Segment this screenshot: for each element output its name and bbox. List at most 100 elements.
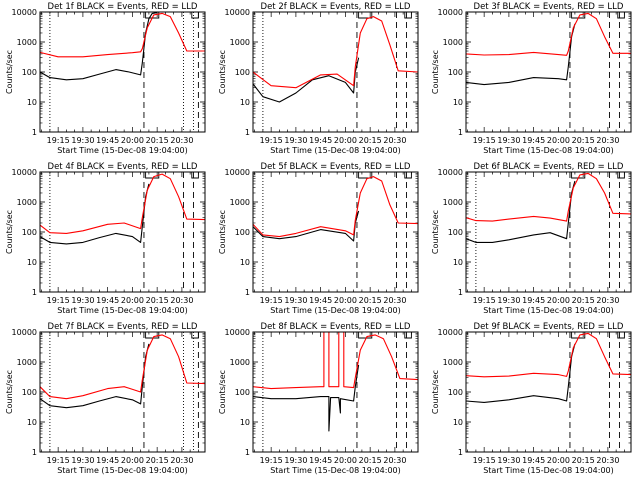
- det-5-ylabel: Counts/sec: [218, 210, 227, 254]
- det-2-xlabel: Start Time (15-Dec-08 19:04:00): [270, 146, 401, 155]
- det-9-panel: Det 9f BLACK = Events, RED = LLD Start Ti…: [431, 322, 632, 475]
- det-8-state-bracket: [358, 332, 373, 339]
- det-7-xtick-label: 20:30: [170, 456, 193, 465]
- det-5-ytick-label: 10000: [225, 168, 250, 177]
- det-2-ytick-label: 10: [240, 98, 250, 107]
- det-6-ylabel: Counts/sec: [431, 210, 440, 254]
- det-8-ytick-label: 1: [245, 448, 250, 457]
- det-1-plot-frame: [39, 11, 206, 133]
- det-4-events-line: [39, 183, 150, 245]
- det-5-state-bracket: [404, 172, 412, 179]
- det-3-plot-frame: [465, 11, 632, 133]
- det-5-ytick-label: 100: [235, 228, 250, 237]
- det-8-xtick-label: 19:15: [260, 456, 283, 465]
- det-2-xtick-label: 19:15: [260, 136, 283, 145]
- det-4-state-bracket: [191, 172, 199, 179]
- det-3-events-line: [465, 23, 576, 86]
- det-3-ytick-label: 10: [453, 98, 463, 107]
- det-6-xtick-label: 19:45: [522, 296, 545, 305]
- det-4-xtick-label: 19:30: [71, 296, 94, 305]
- det-7-ytick-label: 10: [27, 418, 37, 427]
- det-8-xtick-label: 19:45: [309, 456, 332, 465]
- det-5-ytick-label: 10: [240, 258, 250, 267]
- det-4-panel: Det 4f BLACK = Events, RED = LLD Start Ti…: [5, 162, 206, 315]
- det-3-ytick-label: 1000: [443, 38, 463, 47]
- det-9-xtick-label: 20:00: [547, 456, 570, 465]
- det-1-events-line: [39, 12, 158, 81]
- det-4-title: Det 4f BLACK = Events, RED = LLD: [48, 162, 198, 172]
- det-5-ytick-label: 1: [245, 288, 250, 297]
- det-3-state-bracket: [617, 12, 625, 19]
- det-2-xtick-label: 20:30: [383, 136, 406, 145]
- det-7-state-bracket: [191, 332, 199, 339]
- det-8-xtick-label: 20:00: [334, 456, 357, 465]
- det-1-panel: Det 1f BLACK = Events, RED = LLD Start Ti…: [5, 2, 206, 155]
- det-9-events-line: [465, 343, 576, 403]
- det-7-ytick-label: 1: [32, 448, 37, 457]
- det-1-xlabel: Start Time (15-Dec-08 19:04:00): [57, 146, 188, 155]
- det-4-xlabel: Start Time (15-Dec-08 19:04:00): [57, 306, 188, 315]
- det-2-ytick-label: 10000: [225, 8, 250, 17]
- det-6-title: Det 6f BLACK = Events, RED = LLD: [474, 162, 624, 172]
- det-7-plot-frame: [39, 331, 206, 453]
- det-7-title: Det 7f BLACK = Events, RED = LLD: [48, 322, 198, 332]
- det-4-xtick-label: 20:30: [170, 296, 193, 305]
- det-1-xtick-label: 20:30: [170, 136, 193, 145]
- det-4-ytick-label: 10000: [12, 168, 37, 177]
- det-9-xtick-label: 19:45: [522, 456, 545, 465]
- det-9-xtick-label: 20:30: [596, 456, 619, 465]
- det-2-ytick-label: 1: [245, 128, 250, 137]
- det-6-panel: Det 6f BLACK = Events, RED = LLD Start Ti…: [431, 162, 632, 315]
- det-1-lld-line: [39, 12, 205, 58]
- det-2-xtick-label: 19:30: [284, 136, 307, 145]
- det-7-ytick-label: 10000: [12, 328, 37, 337]
- det-7-ytick-label: 1000: [17, 358, 37, 367]
- det-6-xtick-label: 19:30: [497, 296, 520, 305]
- det-5-events-line: [252, 210, 360, 242]
- det-4-ytick-label: 10: [27, 258, 37, 267]
- det-1-xtick-label: 19:30: [71, 136, 94, 145]
- det-4-ytick-label: 100: [22, 228, 37, 237]
- det-2-ytick-label: 1000: [230, 38, 250, 47]
- det-7-xtick-label: 20:00: [121, 456, 144, 465]
- det-1-ytick-label: 1000: [17, 38, 37, 47]
- det-8-state-bracket: [404, 332, 412, 339]
- det-3-xtick-label: 20:00: [547, 136, 570, 145]
- det-5-xtick-label: 20:30: [383, 296, 406, 305]
- det-9-ytick-label: 1000: [443, 358, 463, 367]
- det-7-state-bracket: [145, 332, 160, 339]
- det-7-xtick-label: 20:15: [146, 456, 169, 465]
- det-8-ytick-label: 1000: [230, 358, 250, 367]
- det-1-xtick-label: 20:00: [121, 136, 144, 145]
- det-7-xlabel: Start Time (15-Dec-08 19:04:00): [57, 466, 188, 475]
- det-6-xtick-label: 19:15: [473, 296, 496, 305]
- det-1-title: Det 1f BLACK = Events, RED = LLD: [48, 2, 198, 12]
- det-9-xtick-label: 20:15: [572, 456, 595, 465]
- det-8-ytick-label: 10000: [225, 328, 250, 337]
- det-8-ylabel: Counts/sec: [218, 370, 227, 414]
- det-3-xtick-label: 20:30: [596, 136, 619, 145]
- det-6-ytick-label: 1: [458, 288, 463, 297]
- det-5-xtick-label: 20:15: [359, 296, 382, 305]
- det-7-xtick-label: 19:45: [96, 456, 119, 465]
- det-3-ytick-label: 1: [458, 128, 463, 137]
- det-8-xtick-label: 20:15: [359, 456, 382, 465]
- det-6-lld-line: [465, 172, 632, 222]
- det-5-plot-frame: [252, 171, 419, 293]
- det-5-lld-line: [252, 176, 419, 238]
- det-2-xtick-label: 19:45: [309, 136, 332, 145]
- det-8-lld-line: [252, 331, 419, 390]
- det-8-xtick-label: 19:30: [284, 456, 307, 465]
- det-5-xlabel: Start Time (15-Dec-08 19:04:00): [270, 306, 401, 315]
- det-2-ytick-label: 100: [235, 68, 250, 77]
- det-9-ylabel: Counts/sec: [431, 370, 440, 414]
- det-6-ytick-label: 10: [453, 258, 463, 267]
- det-2-plot-frame: [252, 11, 419, 133]
- det-1-ytick-label: 100: [22, 68, 37, 77]
- det-5-state-bracket: [358, 172, 373, 179]
- det-3-ytick-label: 10000: [438, 8, 463, 17]
- det-6-ytick-label: 100: [448, 228, 463, 237]
- det-1-ytick-label: 10: [27, 98, 37, 107]
- det-4-xtick-label: 20:00: [121, 296, 144, 305]
- det-5-title: Det 5f BLACK = Events, RED = LLD: [261, 162, 411, 172]
